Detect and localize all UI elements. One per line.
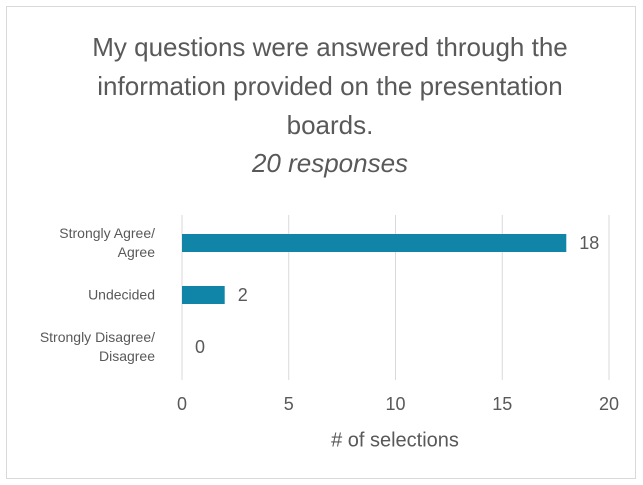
x-tick-label: 15: [492, 394, 512, 414]
chart-title: My questions were answered through the i…: [92, 32, 568, 140]
data-label: 2: [238, 285, 248, 305]
x-tick-label: 20: [599, 394, 619, 414]
chart-subtitle: 20 responses: [251, 148, 409, 178]
y-tick-label: Strongly Disagree/ Disagree: [39, 329, 155, 364]
bar: [182, 286, 225, 304]
chart-frame: [6, 6, 636, 479]
data-label: 0: [195, 337, 205, 357]
x-tick-label: 10: [385, 394, 405, 414]
y-tick-label: Strongly Agree/ Agree: [59, 225, 155, 260]
x-tick-label: 5: [284, 394, 294, 414]
bar: [182, 234, 567, 252]
x-tick-label: 0: [177, 394, 187, 414]
x-axis-label: # of selections: [331, 429, 459, 451]
y-tick-label: Undecided: [88, 286, 155, 303]
data-label: 18: [579, 233, 599, 253]
